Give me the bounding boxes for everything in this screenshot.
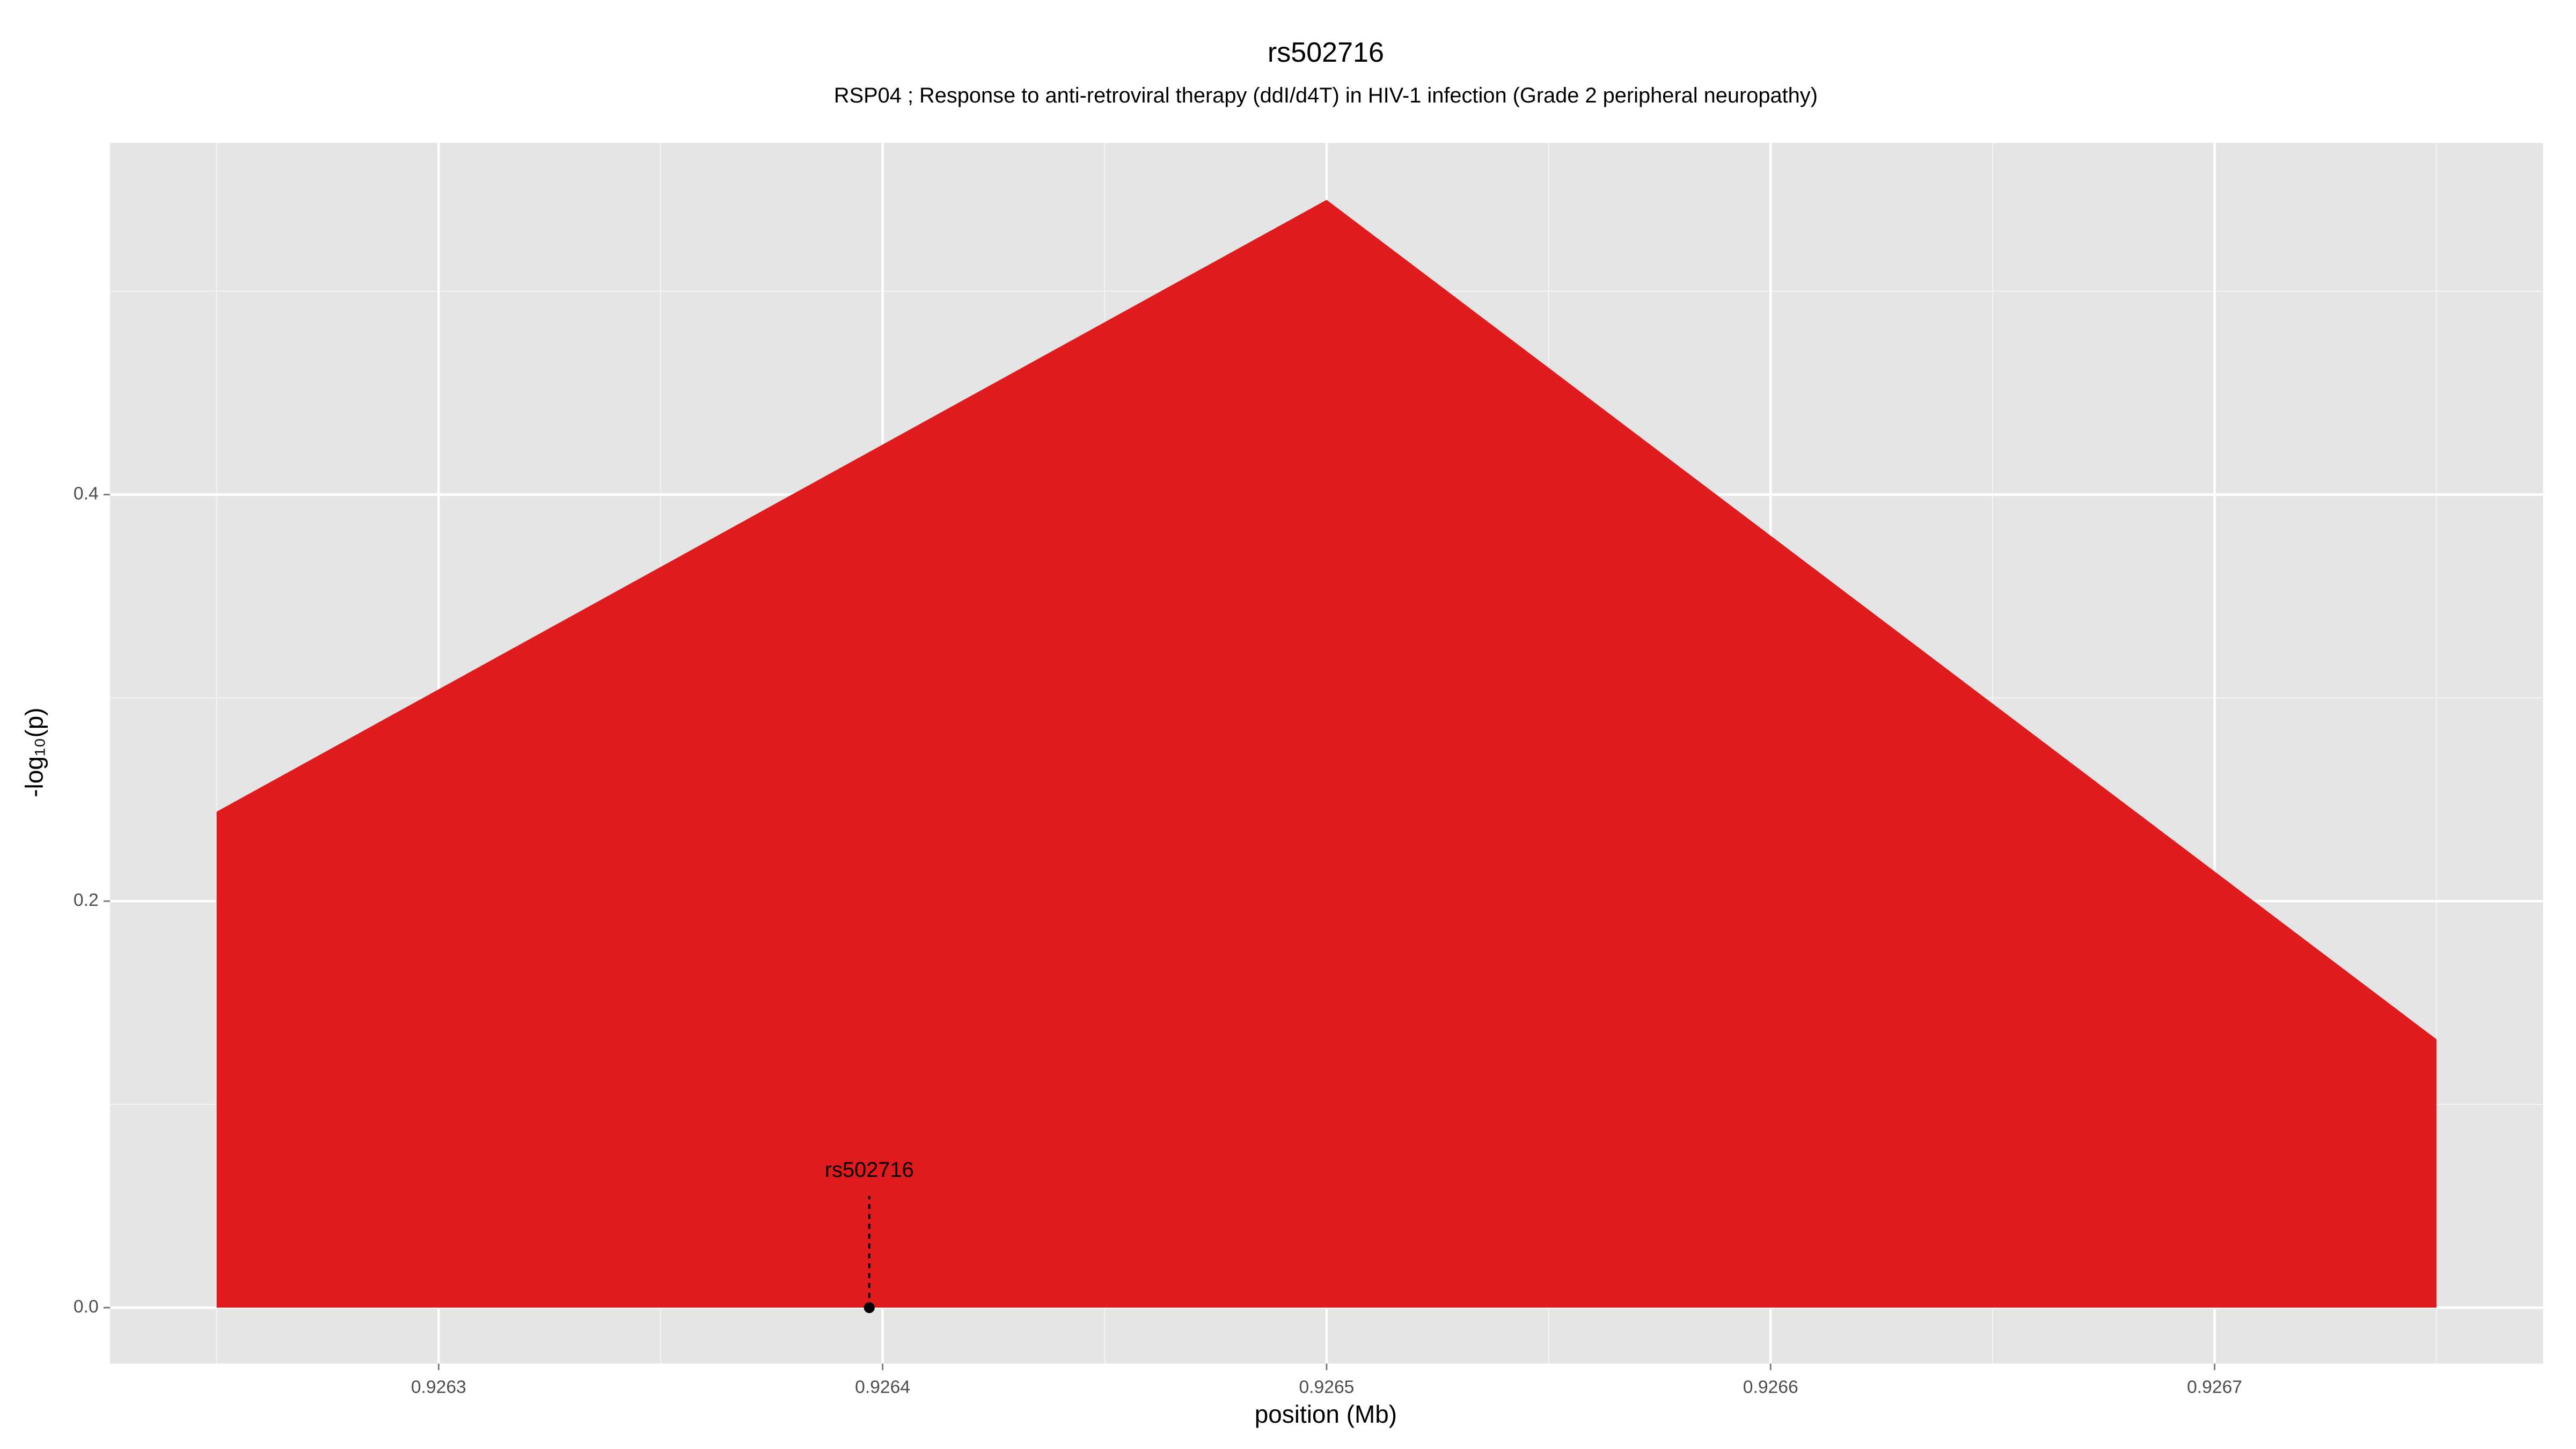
annotation-point: [863, 1302, 875, 1313]
x-tick-label: 0.9266: [1743, 1378, 1798, 1397]
annotation-label: rs502716: [825, 1158, 914, 1182]
x-tick-label: 0.9267: [2187, 1378, 2242, 1397]
chart-title: rs502716: [1268, 37, 1384, 68]
y-tick-label: 0.2: [74, 890, 99, 910]
y-tick-label: 0.4: [74, 484, 99, 503]
y-axis-label: -log₁₀(p): [20, 707, 48, 797]
chart-subtitle: RSP04 ; Response to anti-retroviral ther…: [834, 84, 1818, 107]
marks: rs502716: [216, 200, 2437, 1313]
y-tick-label: 0.0: [74, 1297, 99, 1317]
area: [216, 200, 2437, 1308]
x-axis-label: position (Mb): [1255, 1400, 1397, 1428]
x-tick-label: 0.9265: [1299, 1378, 1354, 1397]
x-tick-label: 0.9263: [411, 1378, 466, 1397]
x-tick-label: 0.9264: [855, 1378, 910, 1397]
